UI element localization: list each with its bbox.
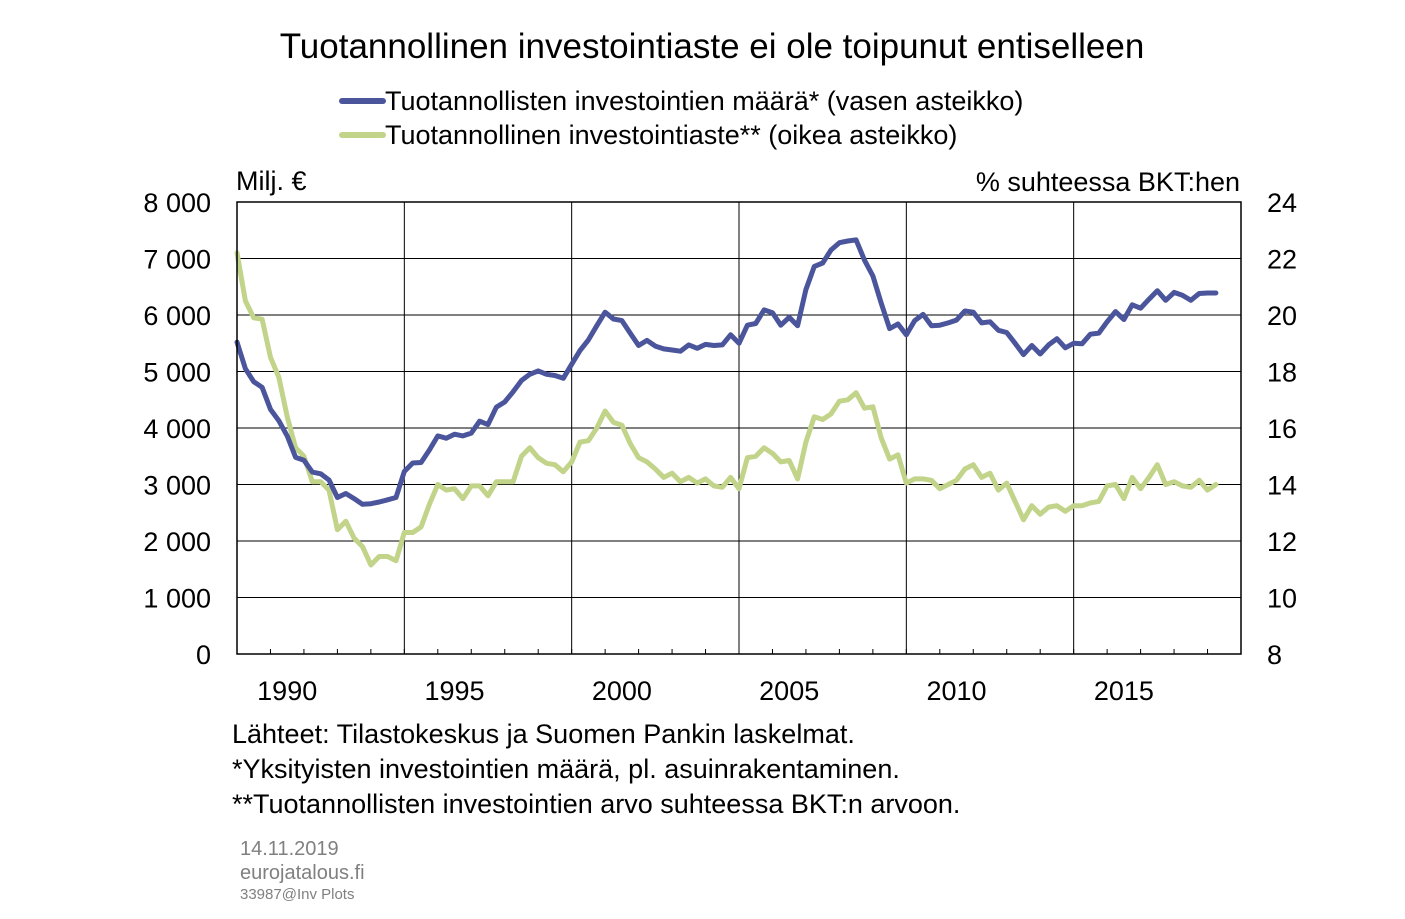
y-left-tick-label: 8 000 (143, 188, 211, 218)
y-left-tick-label: 3 000 (143, 471, 211, 501)
x-tick-label: 1995 (424, 676, 484, 706)
y-left-tick-label: 2 000 (143, 527, 211, 557)
series-line-investment-quantity (234, 237, 1219, 507)
x-tick-label: 2015 (1094, 676, 1154, 706)
left-axis-unit: Milj. € (236, 166, 307, 196)
x-tick-label: 2010 (926, 676, 986, 706)
notes: Lähteet: Tilastokeskus ja Suomen Pankin … (232, 719, 960, 819)
meta-info: 14.11.2019 eurojatalous.fi 33987@Inv Plo… (240, 838, 365, 903)
y-left-tick-label: 7 000 (143, 245, 211, 275)
note-private-investment: *Yksityisten investointien määrä, pl. as… (232, 754, 900, 784)
y-right-tick-label: 18 (1267, 358, 1297, 388)
series-layer (234, 237, 1219, 568)
series-line-investment-rate (234, 250, 1219, 568)
y-right-tick-label: 12 (1267, 527, 1297, 557)
y-right-tick-label: 8 (1267, 640, 1282, 670)
y-left-tick-label: 0 (196, 640, 211, 670)
legend-label-rate: Tuotannollinen investointiaste** (oikea … (385, 120, 957, 150)
y-left-tick-label: 6 000 (143, 301, 211, 331)
y-right-tick-label: 14 (1267, 471, 1297, 501)
tick-labels: 0 1 000 2 000 3 000 4 000 5 000 6 000 7 000 8 00… (143, 188, 1297, 706)
meta-code: 33987@Inv Plots (240, 886, 354, 903)
plot-frame (236, 201, 1242, 655)
gridlines (237, 202, 1241, 654)
x-tick-label: 2000 (592, 676, 652, 706)
legend-label-quantity: Tuotannollisten investointien määrä* (va… (385, 86, 1023, 116)
legend: Tuotannollisten investointien määrä* (va… (339, 86, 1023, 150)
y-right-tick-label: 20 (1267, 301, 1297, 331)
note-investment-ratio: **Tuotannollisten investointien arvo suh… (232, 789, 960, 819)
y-left-tick-label: 1 000 (143, 584, 211, 614)
y-right-tick-label: 24 (1267, 188, 1297, 218)
y-left-tick-label: 5 000 (143, 358, 211, 388)
meta-date: 14.11.2019 (240, 838, 339, 860)
right-axis-unit: % suhteessa BKT:hen (976, 167, 1240, 197)
y-right-tick-label: 10 (1267, 584, 1297, 614)
y-left-tick-label: 4 000 (143, 414, 211, 444)
meta-site: eurojatalous.fi (240, 862, 365, 884)
note-sources: Lähteet: Tilastokeskus ja Suomen Pankin … (232, 719, 855, 749)
chart-title: Tuotannollinen investointiaste ei ole to… (280, 27, 1145, 66)
x-tick-label: 2005 (759, 676, 819, 706)
y-right-tick-label: 16 (1267, 414, 1297, 444)
y-right-tick-label: 22 (1267, 245, 1297, 275)
x-tick-label: 1990 (257, 676, 317, 706)
